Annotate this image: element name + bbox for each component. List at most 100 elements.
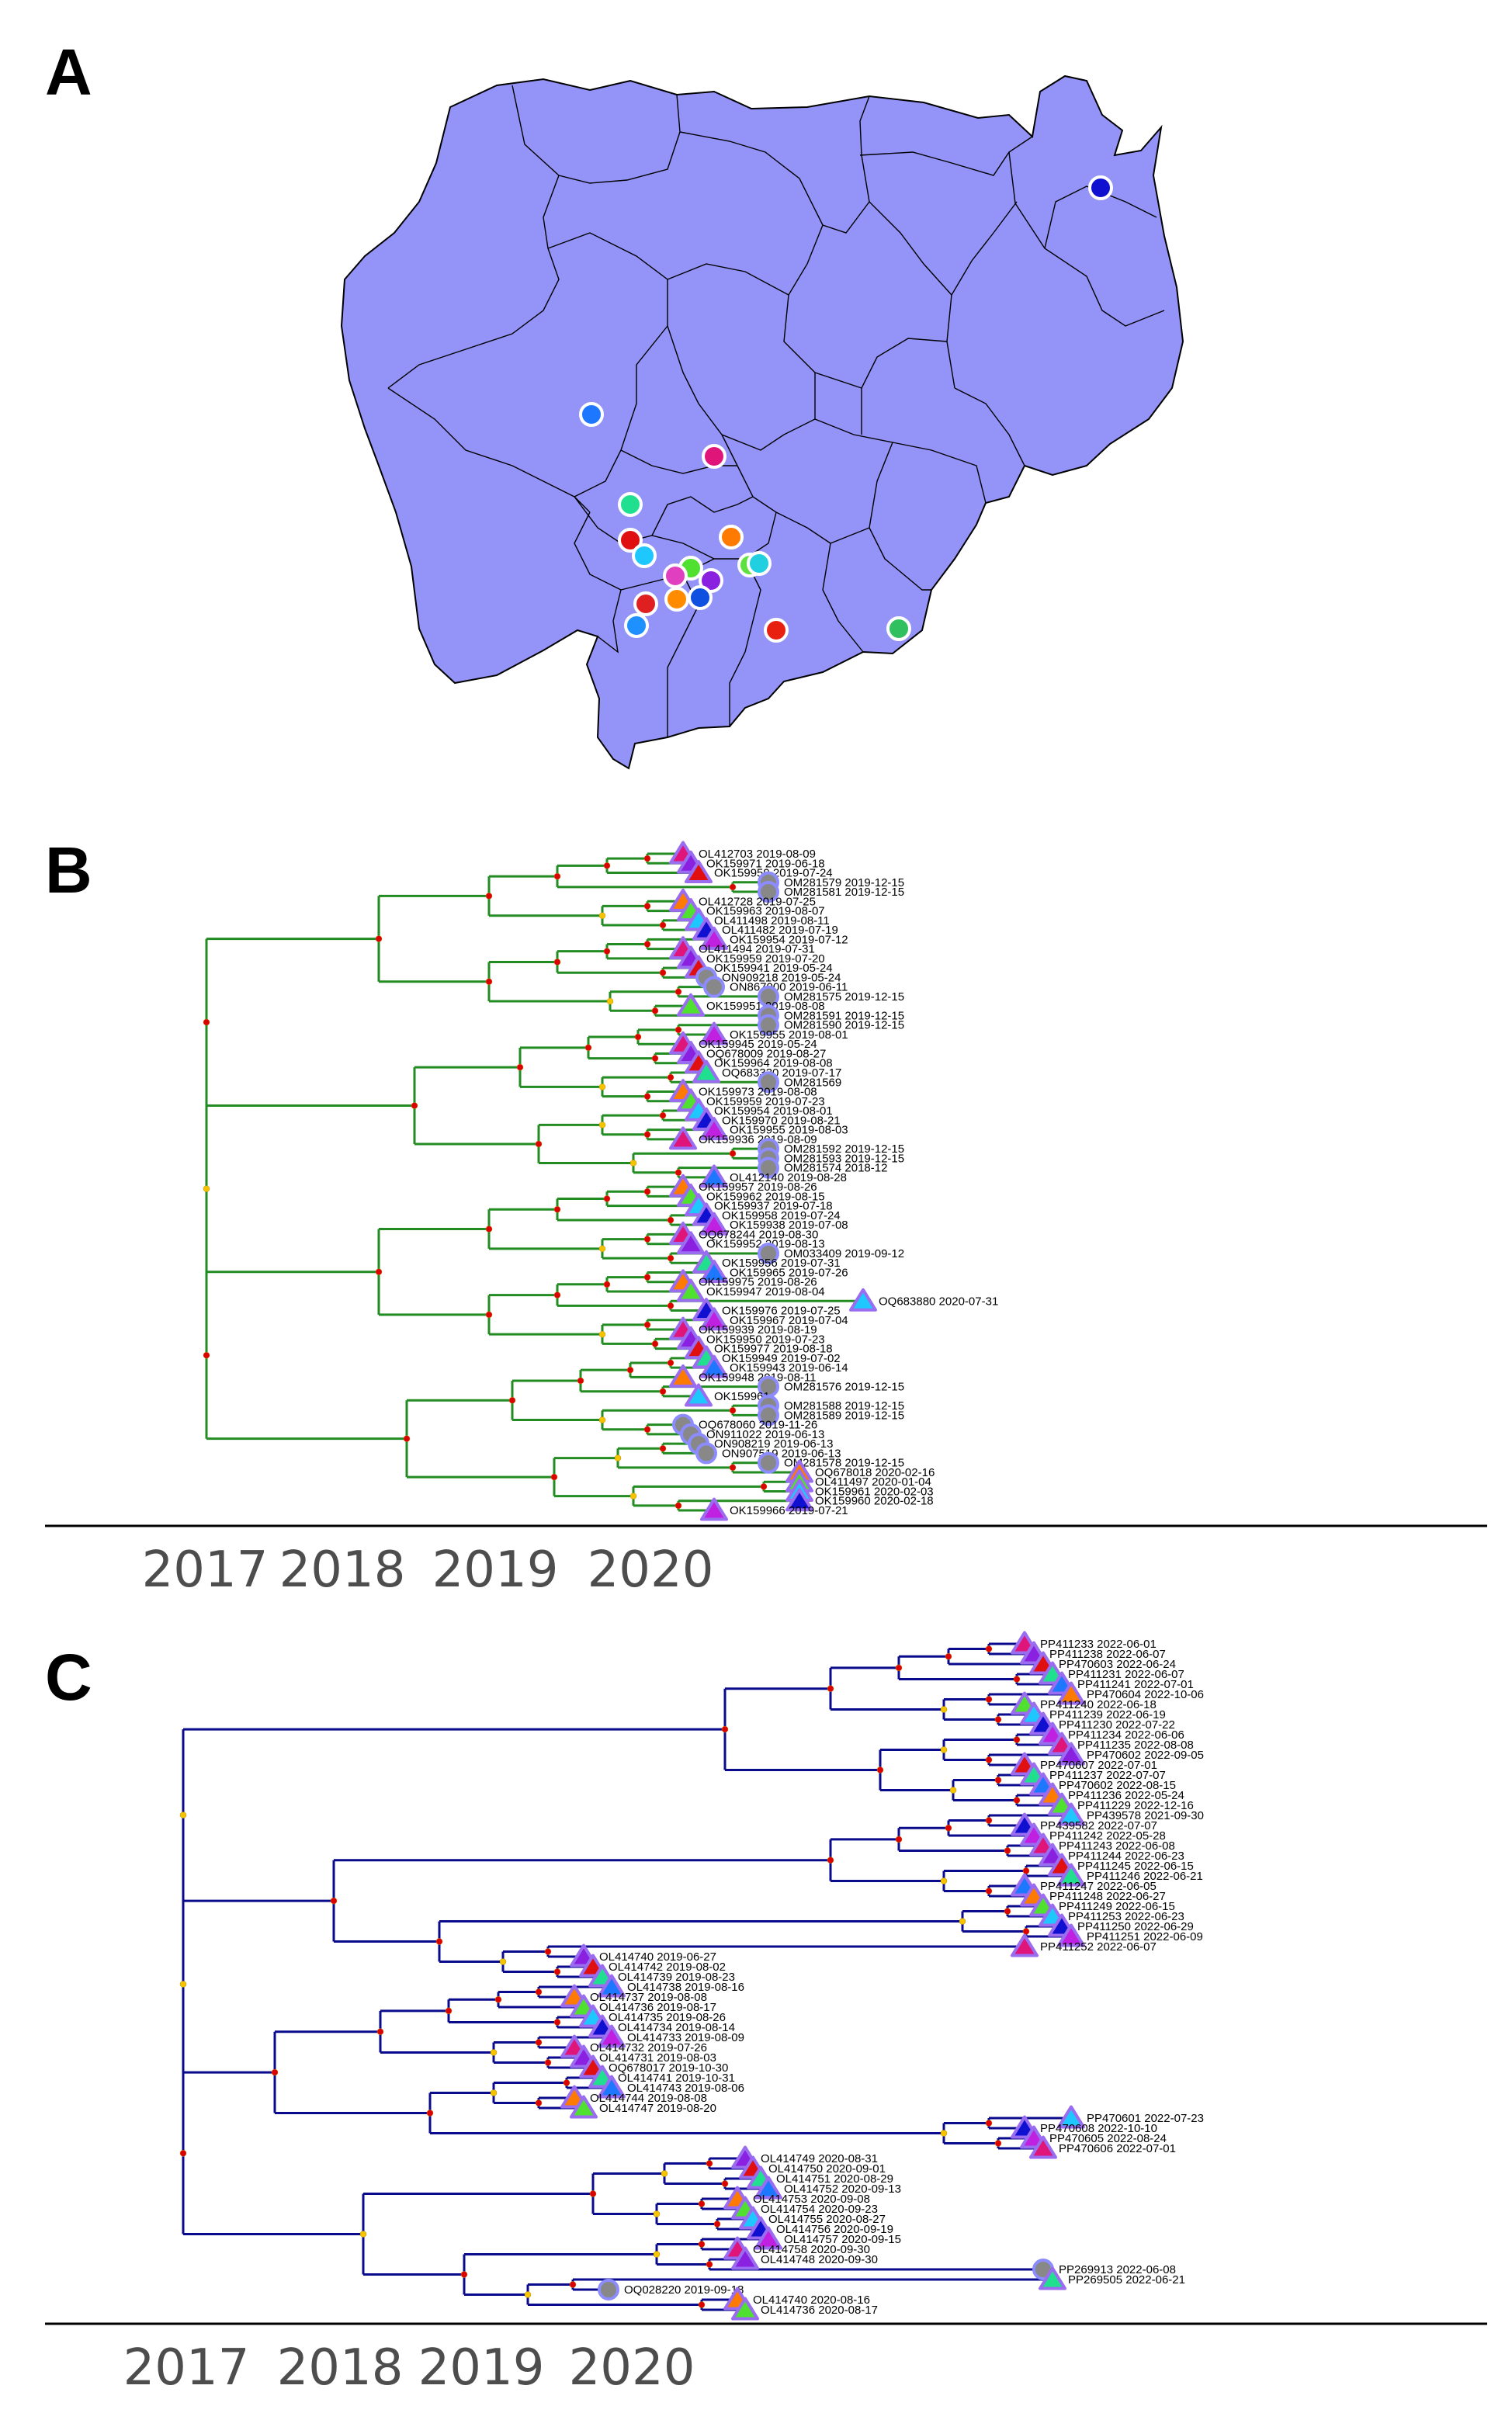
tip-triangle — [1057, 2105, 1085, 2129]
tip-circle — [758, 1014, 779, 1036]
internal-node — [629, 1493, 637, 1499]
internal-node — [985, 1645, 993, 1652]
tip-triangle — [1057, 1742, 1085, 1766]
internal-node — [203, 1185, 210, 1192]
tree-c-tip-label: PP470606 2022-07-01 — [1059, 2142, 1176, 2155]
tip-triangle — [1057, 1802, 1085, 1826]
internal-node — [411, 1102, 418, 1109]
tree-b-tip-label: OK159961 — [714, 1390, 770, 1403]
tree-c-tip-label: PP411241 2022-07-01 — [1077, 1678, 1194, 1691]
tree-c-tip-label: PP470601 2022-07-23 — [1087, 2112, 1204, 2125]
map-point — [1088, 175, 1113, 200]
tree-c-tip-label: OL414754 2020-09-23 — [761, 2203, 878, 2216]
axis-b-tick-2019: 2019 — [432, 1541, 559, 1599]
province-map — [340, 75, 1184, 770]
tip-triangle — [731, 2297, 759, 2321]
internal-node — [659, 1111, 667, 1119]
tip-triangle — [1057, 1681, 1085, 1705]
internal-node — [375, 1268, 383, 1275]
internal-node — [445, 2007, 453, 2015]
internal-node — [675, 988, 682, 996]
tree-b-tip-label: OK159975 2019-08-26 — [699, 1276, 817, 1289]
tip-triangle — [700, 1307, 728, 1331]
internal-node — [435, 1938, 443, 1945]
internal-node — [569, 2281, 577, 2288]
tree-c-tip-label: OL414743 2019-08-06 — [627, 2082, 744, 2095]
tip-triangle — [700, 1164, 728, 1188]
internal-node — [940, 1706, 948, 1713]
internal-node — [667, 1073, 675, 1081]
internal-node — [653, 2210, 661, 2217]
tree-b-tip-label: OK159971 2019-06-18 — [706, 857, 825, 870]
internal-node — [651, 1007, 659, 1014]
tree-c-tip-label: OQ678017 2019-10-30 — [609, 2061, 728, 2075]
internal-node — [643, 903, 651, 910]
tree-b-tip-label: OM281590 2019-12-15 — [784, 1019, 904, 1032]
tree-c-tip-label: PP411230 2022-07-22 — [1059, 1718, 1175, 1732]
internal-node — [553, 1968, 561, 1975]
tip-circle — [695, 1442, 717, 1465]
internal-node — [985, 2120, 993, 2127]
internal-node — [179, 1812, 187, 1818]
tree-c-tip-label: PP470604 2022-10-06 — [1087, 1688, 1204, 1701]
map-point — [664, 587, 689, 612]
tree-b-tip-label: ON867000 2019-06-11 — [730, 981, 848, 994]
tip-triangle — [700, 1021, 728, 1045]
internal-node — [985, 1756, 993, 1763]
tree-c-tip-label: PP470602 2022-08-15 — [1059, 1779, 1176, 1792]
internal-node — [271, 2068, 279, 2076]
internal-node — [359, 2231, 367, 2238]
tip-circle — [703, 976, 725, 998]
internal-node — [827, 1857, 834, 1864]
province-borders — [387, 85, 1165, 737]
tree-c-tip-label: OL414749 2020-08-31 — [761, 2152, 878, 2165]
tree-c-tip-label: PP470608 2022-10-10 — [1040, 2122, 1157, 2135]
internal-node — [675, 1169, 682, 1176]
internal-node — [577, 1377, 584, 1385]
tree-b-tip-label: OM281588 2019-12-15 — [784, 1399, 904, 1413]
tree-c-tip-label: OL414742 2019-08-02 — [609, 1961, 726, 1974]
tree-b-tip-label: OK159965 2019-07-26 — [730, 1266, 848, 1279]
internal-node — [895, 1664, 903, 1672]
panel-letter-c: C — [45, 1641, 92, 1714]
map-point — [702, 444, 727, 469]
tip-triangle — [700, 926, 728, 950]
tree-c-tip-label: OL414741 2019-10-31 — [618, 2072, 735, 2085]
internal-node — [729, 883, 737, 891]
internal-node — [945, 1825, 952, 1832]
tree-c-tip-label: PP411246 2022-06-21 — [1087, 1870, 1203, 1883]
tree-b-tip-label: OM281569 — [784, 1076, 841, 1089]
tree-b-tip-label: OL412140 2019-08-28 — [730, 1171, 847, 1184]
internal-node — [643, 1236, 651, 1243]
tip-triangle — [700, 1497, 728, 1521]
tip-triangle — [731, 2246, 759, 2270]
map-point — [886, 616, 911, 641]
tree-c-tip-label: PP411239 2022-06-19 — [1049, 1708, 1166, 1721]
internal-node — [659, 921, 667, 929]
tree-c-tip-label: PP411250 2022-06-29 — [1077, 1920, 1194, 1933]
internal-node — [535, 2099, 543, 2106]
tip-triangle — [1029, 2135, 1057, 2159]
internal-node — [330, 1897, 338, 1905]
tip-triangle — [677, 1231, 705, 1255]
tip-triangle — [1011, 1933, 1039, 1957]
tree-b-tip-label: OM281592 2019-12-15 — [784, 1142, 904, 1156]
internal-node — [667, 1254, 675, 1262]
internal-node — [643, 1321, 651, 1329]
internal-node — [698, 2301, 706, 2308]
tree-c-tip-label: OL414757 2020-09-15 — [784, 2233, 901, 2246]
internal-node — [598, 912, 606, 919]
map-point — [618, 492, 643, 517]
tree-b-tip-label: OM281589 2019-12-15 — [784, 1409, 904, 1422]
internal-node — [661, 2170, 668, 2177]
tree-c-tip-label: PP411233 2022-06-01 — [1040, 1638, 1157, 1651]
tip-circle — [758, 1404, 779, 1427]
internal-node — [940, 2130, 948, 2137]
tree-b-tip-label: OQ678018 2020-02-16 — [815, 1466, 935, 1479]
internal-node — [945, 1653, 952, 1660]
internal-node — [949, 1787, 957, 1794]
internal-node — [729, 1407, 737, 1414]
internal-node — [403, 1435, 411, 1442]
map-point — [624, 613, 649, 638]
